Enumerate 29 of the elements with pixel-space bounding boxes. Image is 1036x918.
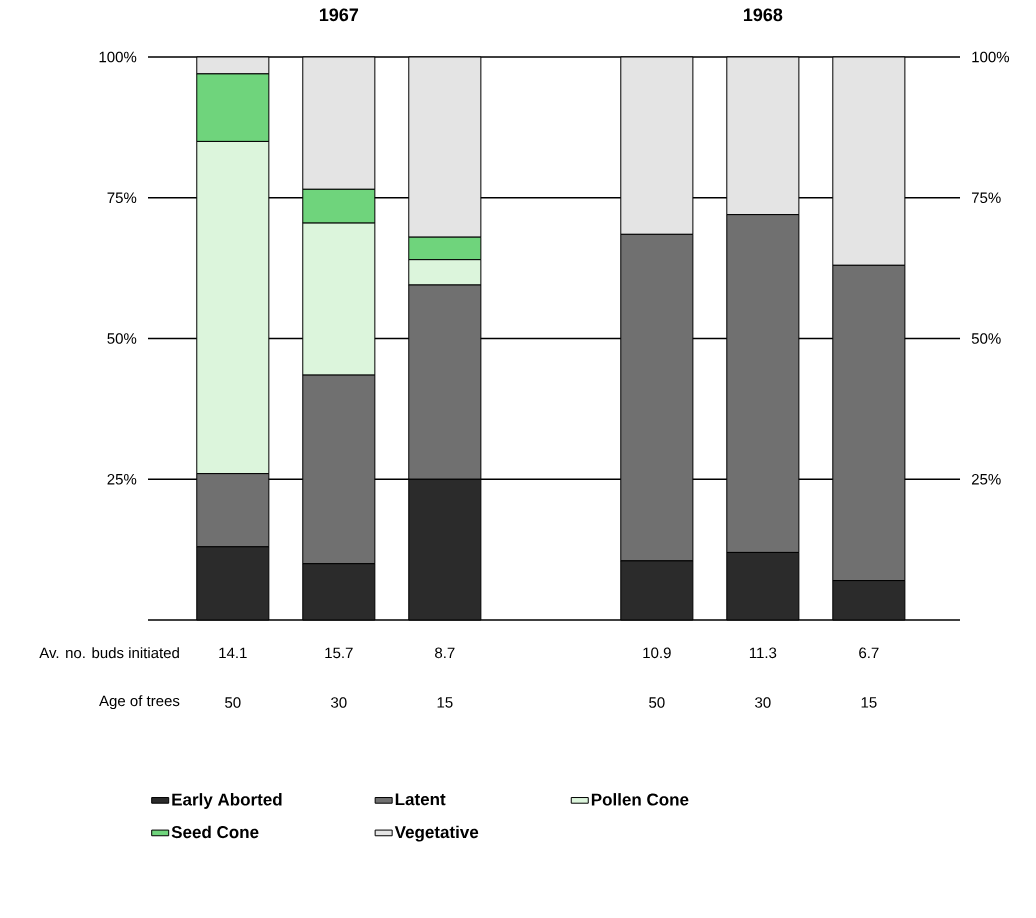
text: 1968	[743, 8, 783, 22]
x-tick-label: 30	[755, 697, 771, 708]
text: 6.7	[859, 647, 879, 659]
text: 14.1	[219, 647, 247, 658]
y-tick-label: 75%	[107, 192, 137, 204]
legend-label: Latent	[395, 793, 446, 806]
y-tick-label: 25%	[107, 473, 137, 485]
y-tick-label: 100%	[99, 51, 137, 63]
text: 11.3	[749, 647, 777, 659]
y2-tick-label: 25%	[971, 473, 1001, 485]
x-tick-label: 50	[649, 697, 665, 708]
text: 1967	[319, 8, 359, 22]
y2-tick-label: 75%	[971, 192, 1001, 204]
y2-tick-label: 100%	[972, 51, 1010, 63]
legend-label: Seed Cone	[171, 825, 259, 839]
text: Av. no. buds initiated	[39, 647, 179, 659]
legend-label: Vegetative	[394, 825, 479, 842]
x-tick-label: 30	[331, 697, 347, 708]
legend-label: Pollen Cone	[591, 793, 689, 806]
x-tick-label: 15	[437, 697, 453, 708]
y2-tick-label: 50%	[971, 333, 1001, 344]
text: 10.9	[643, 647, 671, 659]
x-axis-title: Age of trees	[99, 695, 180, 710]
legend-label: Early Aborted	[172, 793, 282, 809]
text: 15.7	[325, 647, 353, 659]
x-tick-label: 15	[861, 697, 877, 708]
y-tick-label: 50%	[107, 333, 137, 344]
text: 8.7	[435, 647, 455, 659]
x-tick-label: 50	[225, 697, 241, 708]
